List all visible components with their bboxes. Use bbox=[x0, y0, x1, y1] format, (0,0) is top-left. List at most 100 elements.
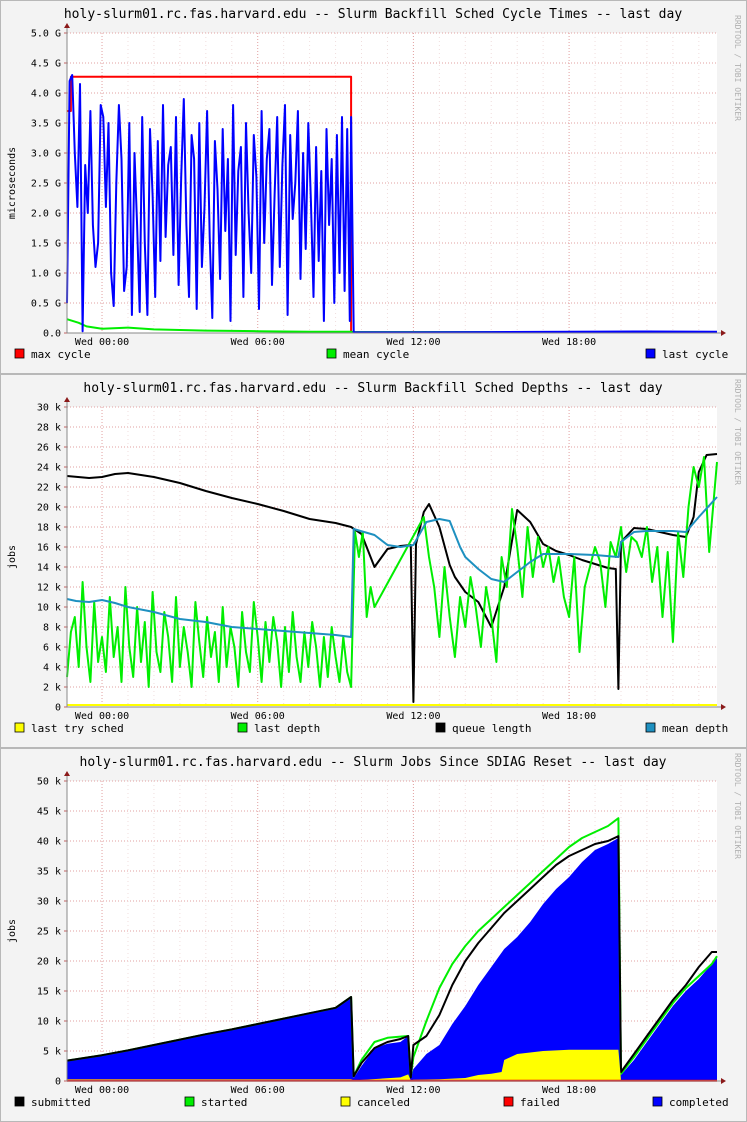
x-tick-label: Wed 12:00 bbox=[386, 711, 440, 722]
x-axis-arrow bbox=[721, 1078, 726, 1084]
x-tick-label: Wed 12:00 bbox=[386, 337, 440, 348]
chart-title: holy-slurm01.rc.fas.harvard.edu -- Slurm… bbox=[64, 7, 682, 22]
y-tick-label: 15 k bbox=[37, 987, 61, 998]
legend-label: failed bbox=[520, 1096, 560, 1109]
series-line-last-depth bbox=[66, 456, 718, 688]
y-tick-label: 4 k bbox=[43, 663, 61, 674]
x-tick-label: Wed 00:00 bbox=[75, 711, 129, 722]
y-tick-label: 8 k bbox=[43, 623, 61, 634]
legend-label: completed bbox=[669, 1096, 729, 1109]
legend-label: submitted bbox=[31, 1096, 91, 1109]
y-tick-label: 1.0 G bbox=[31, 269, 61, 280]
y-axis-arrow bbox=[64, 23, 70, 28]
series-line-mean-depth bbox=[66, 496, 718, 638]
y-tick-label: 2.5 G bbox=[31, 179, 61, 190]
chart-title: holy-slurm01.rc.fas.harvard.edu -- Slurm… bbox=[80, 755, 667, 770]
y-axis-label: microseconds bbox=[7, 147, 18, 219]
axes bbox=[64, 23, 726, 336]
sched-depths-panel: holy-slurm01.rc.fas.harvard.edu -- Slurm… bbox=[0, 374, 747, 748]
x-tick-label: Wed 06:00 bbox=[231, 1085, 285, 1096]
y-tick-label: 3.5 G bbox=[31, 119, 61, 130]
legend-swatch bbox=[184, 1096, 195, 1107]
series-area-completed bbox=[67, 838, 717, 1081]
y-tick-label: 40 k bbox=[37, 837, 61, 848]
legend-label: mean cycle bbox=[343, 348, 409, 361]
series-area-canceled bbox=[67, 1049, 717, 1081]
legend-swatch bbox=[340, 1096, 351, 1107]
rrdtool-watermark: RRDTOOL / TOBI OETIKER bbox=[733, 379, 742, 485]
legend-item: mean depth bbox=[645, 722, 728, 735]
legend-swatch bbox=[14, 348, 25, 359]
legend-item: queue length bbox=[435, 722, 531, 735]
rrdtool-watermark: RRDTOOL / TOBI OETIKER bbox=[733, 753, 742, 859]
y-tick-label: 24 k bbox=[37, 463, 61, 474]
legend-label: last cycle bbox=[662, 348, 728, 361]
y-tick-label: 0.0 bbox=[43, 329, 61, 340]
series-line-submitted bbox=[66, 835, 717, 1079]
legend-item: failed bbox=[503, 1096, 560, 1109]
legend-item: last depth bbox=[237, 722, 320, 735]
y-tick-label: 30 k bbox=[37, 403, 61, 414]
y-gridlines bbox=[64, 32, 717, 334]
x-tick-label: Wed 18:00 bbox=[542, 1085, 596, 1096]
y-tick-label: 25 k bbox=[37, 927, 61, 938]
legend: max cycle mean cycle last cycle bbox=[14, 348, 728, 361]
legend-swatch bbox=[237, 722, 248, 733]
legend-swatch bbox=[14, 1096, 25, 1107]
legend: submitted started canceled failed completed bbox=[14, 1096, 729, 1109]
y-tick-label: 0 bbox=[55, 703, 61, 714]
legend-item: max cycle bbox=[14, 348, 91, 361]
x-tick-labels: Wed 00:00 Wed 06:00 Wed 12:00 Wed 18:00 bbox=[75, 1085, 596, 1096]
legend-label: started bbox=[201, 1096, 247, 1109]
y-tick-label: 0.5 G bbox=[31, 299, 61, 310]
legend-swatch bbox=[645, 722, 656, 733]
y-tick-label: 10 k bbox=[37, 1017, 61, 1028]
y-tick-label: 12 k bbox=[37, 583, 61, 594]
y-axis-label: jobs bbox=[7, 919, 18, 943]
legend-item: completed bbox=[652, 1096, 729, 1109]
legend-item: last try sched bbox=[14, 722, 124, 735]
legend: last try sched last depth queue length mean… bbox=[14, 722, 728, 735]
x-tick-label: Wed 06:00 bbox=[231, 711, 285, 722]
chart-title: holy-slurm01.rc.fas.harvard.edu -- Slurm… bbox=[83, 381, 662, 396]
legend-swatch bbox=[652, 1096, 663, 1107]
legend-label: max cycle bbox=[31, 348, 91, 361]
legend-item: mean cycle bbox=[326, 348, 409, 361]
y-tick-label: 3.0 G bbox=[31, 149, 61, 160]
legend-swatch bbox=[14, 722, 25, 733]
legend-item: canceled bbox=[340, 1096, 410, 1109]
series-line-queue-length bbox=[66, 453, 718, 703]
axes bbox=[64, 771, 726, 1084]
legend-item: submitted bbox=[14, 1096, 91, 1109]
y-tick-label: 4.0 G bbox=[31, 89, 61, 100]
series-group bbox=[66, 74, 718, 334]
series-group bbox=[66, 453, 718, 706]
rrdtool-watermark: RRDTOOL / TOBI OETIKER bbox=[733, 15, 742, 121]
x-axis-arrow bbox=[721, 330, 726, 336]
cycle-times-chart: holy-slurm01.rc.fas.harvard.edu -- Slurm… bbox=[0, 0, 747, 374]
y-tick-labels: 0 5 k 10 k 15 k 20 k 25 k 30 k 35 k 40 k 45 k 50 k bbox=[37, 777, 61, 1088]
y-tick-label: 0 bbox=[55, 1077, 61, 1088]
y-tick-label: 20 k bbox=[37, 957, 61, 968]
legend-label: queue length bbox=[452, 722, 531, 735]
x-tick-labels: Wed 00:00 Wed 06:00 Wed 12:00 Wed 18:00 bbox=[75, 711, 596, 722]
legend-swatch bbox=[435, 722, 446, 733]
cycle-times-panel: holy-slurm01.rc.fas.harvard.edu -- Slurm… bbox=[0, 0, 747, 374]
y-axis-label: jobs bbox=[7, 545, 18, 569]
y-tick-label: 5 k bbox=[43, 1047, 61, 1058]
y-axis-arrow bbox=[64, 771, 70, 776]
jobs-since-reset-chart: holy-slurm01.rc.fas.harvard.edu -- Slurm… bbox=[0, 748, 747, 1122]
y-tick-label: 14 k bbox=[37, 563, 61, 574]
y-tick-label: 18 k bbox=[37, 523, 61, 534]
x-tick-label: Wed 12:00 bbox=[386, 1085, 440, 1096]
legend-label: mean depth bbox=[662, 722, 728, 735]
x-tick-label: Wed 06:00 bbox=[231, 337, 285, 348]
sched-depths-chart: holy-slurm01.rc.fas.harvard.edu -- Slurm… bbox=[0, 374, 747, 748]
y-tick-label: 30 k bbox=[37, 897, 61, 908]
y-tick-label: 6 k bbox=[43, 643, 61, 654]
legend-swatch bbox=[645, 348, 656, 359]
series-line-mean-cycle bbox=[66, 318, 717, 334]
y-tick-label: 1.5 G bbox=[31, 239, 61, 250]
legend-swatch bbox=[503, 1096, 514, 1107]
y-tick-label: 2.0 G bbox=[31, 209, 61, 220]
